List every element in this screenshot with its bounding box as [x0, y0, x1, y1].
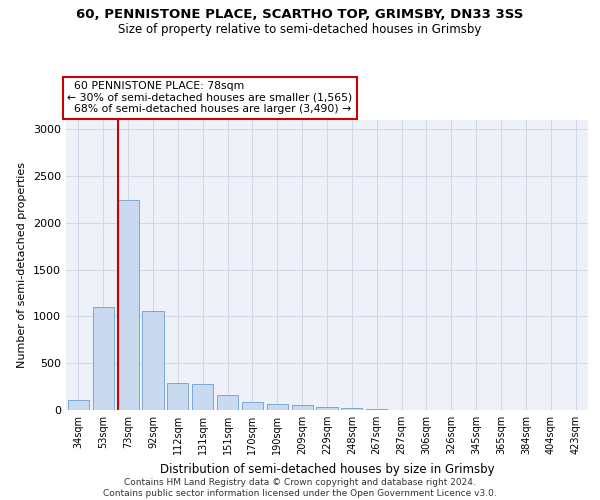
Bar — [292, 406, 313, 410]
Text: 60 PENNISTONE PLACE: 78sqm
← 30% of semi-detached houses are smaller (1,565)
  6: 60 PENNISTONE PLACE: 78sqm ← 30% of semi… — [67, 81, 352, 114]
X-axis label: Distribution of semi-detached houses by size in Grimsby: Distribution of semi-detached houses by … — [160, 462, 494, 475]
Bar — [192, 384, 213, 410]
Bar — [316, 407, 338, 410]
Bar — [118, 200, 139, 410]
Bar — [142, 311, 164, 410]
Bar — [341, 408, 362, 410]
Bar — [217, 395, 238, 410]
Bar — [93, 307, 114, 410]
Y-axis label: Number of semi-detached properties: Number of semi-detached properties — [17, 162, 28, 368]
Bar — [242, 402, 263, 410]
Bar — [68, 400, 89, 410]
Text: Size of property relative to semi-detached houses in Grimsby: Size of property relative to semi-detach… — [118, 22, 482, 36]
Bar — [267, 404, 288, 410]
Text: Contains HM Land Registry data © Crown copyright and database right 2024.
Contai: Contains HM Land Registry data © Crown c… — [103, 478, 497, 498]
Text: 60, PENNISTONE PLACE, SCARTHO TOP, GRIMSBY, DN33 3SS: 60, PENNISTONE PLACE, SCARTHO TOP, GRIMS… — [76, 8, 524, 20]
Bar — [167, 383, 188, 410]
Bar — [366, 409, 387, 410]
